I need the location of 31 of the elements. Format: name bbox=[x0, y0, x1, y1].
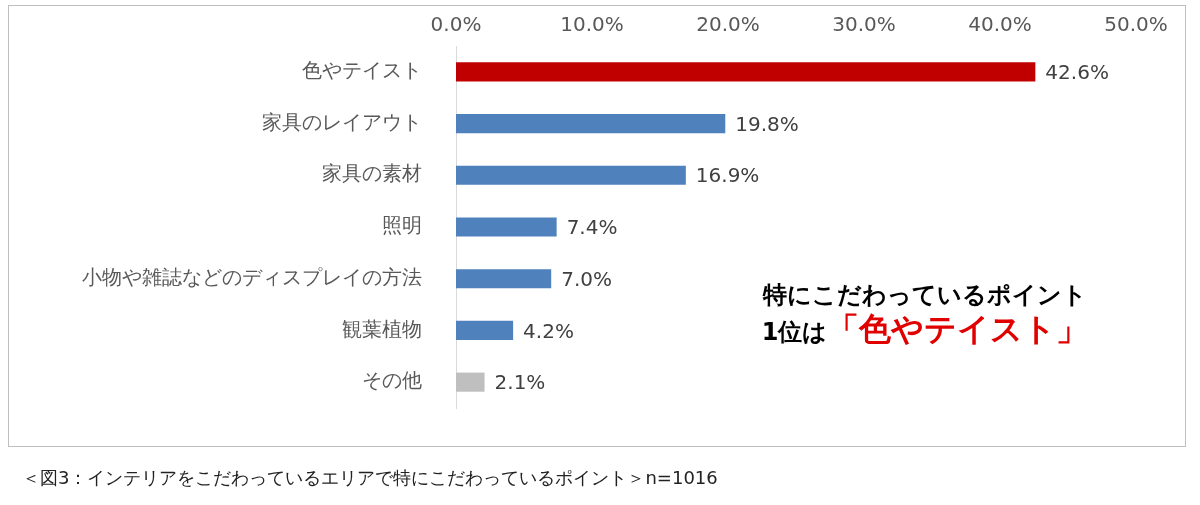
data-label: 2.1% bbox=[494, 370, 546, 395]
y-tick-label: 照明 bbox=[382, 213, 422, 238]
annotation: 「色やテイスト」 bbox=[827, 310, 1089, 348]
bar bbox=[456, 114, 726, 134]
annotation: 特にこだわっているポイント bbox=[763, 281, 1087, 309]
bar bbox=[456, 320, 514, 340]
text: ＜図3：インテリアをこだわっているエリアで特にこだわっているポイント＞n=1016 bbox=[22, 466, 718, 490]
x-tick-label: 0.0% bbox=[430, 12, 482, 37]
y-tick-label: 小物や雑誌などのディスプレイの方法 bbox=[82, 264, 422, 289]
data-label: 42.6% bbox=[1045, 60, 1109, 85]
y-tick-label: 観葉植物 bbox=[342, 316, 422, 341]
x-tick-label: 30.0% bbox=[832, 12, 896, 37]
y-tick-label: 家具のレイアウト bbox=[262, 109, 422, 134]
y-tick-label: 色やテイスト bbox=[302, 58, 422, 83]
data-label: 16.9% bbox=[695, 163, 760, 188]
x-tick-label: 40.0% bbox=[968, 12, 1032, 37]
data-label: 19.8% bbox=[735, 111, 799, 136]
x-tick-label: 20.0% bbox=[696, 12, 760, 37]
bar bbox=[456, 62, 1036, 82]
x-tick-label: 50.0% bbox=[1104, 12, 1168, 37]
y-tick-label: 家具の素材 bbox=[322, 161, 422, 186]
bar bbox=[456, 217, 557, 237]
bar bbox=[456, 269, 552, 289]
y-tick-label: その他 bbox=[362, 368, 422, 393]
data-label: 4.2% bbox=[523, 318, 574, 343]
data-label: 7.0% bbox=[561, 266, 613, 291]
annotation: 1位は bbox=[761, 318, 828, 346]
data-label: 7.4% bbox=[566, 215, 618, 240]
bar bbox=[456, 372, 485, 392]
x-tick-label: 10.0% bbox=[560, 12, 624, 37]
bar bbox=[456, 165, 686, 185]
